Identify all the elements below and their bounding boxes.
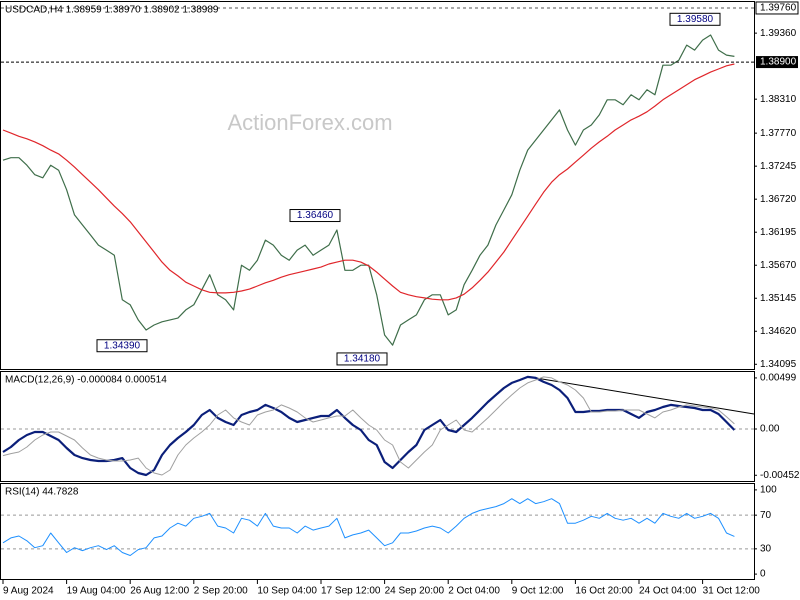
x-tick-label: 26 Aug 12:00 (130, 586, 189, 597)
macd-panel (0, 371, 755, 482)
y-tick-label: 70 (760, 510, 772, 521)
y-tick-label: 1.36720 (760, 194, 797, 205)
x-tick-label: 31 Oct 12:00 (703, 586, 761, 597)
price-panel (0, 1, 755, 370)
panel-title: RSI(14) 44.7828 (5, 487, 79, 498)
annotation-box (289, 209, 341, 223)
current-price-label: 1.38900 (760, 57, 797, 68)
series-line (2, 498, 735, 556)
x-tick-label: 24 Oct 04:00 (639, 586, 697, 597)
watermark: ActionForex.com (227, 110, 392, 135)
y-tick-label: 0.00499 (760, 373, 797, 384)
annotation-box (336, 352, 388, 366)
y-tick-label: 30 (760, 543, 772, 554)
y-tick-label: 100 (760, 485, 777, 496)
x-tick-label: 10 Sep 04:00 (257, 586, 317, 597)
panel-title: USDCAD,H4 1.38959 1.38970 1.38902 1.3898… (5, 5, 219, 16)
y-tick-label: 1.39360 (760, 28, 797, 39)
x-tick-label: 16 Oct 20:00 (575, 586, 633, 597)
y-tick-label: 1.34095 (760, 359, 797, 370)
annotation-box (96, 339, 148, 353)
high-label-box (755, 1, 799, 15)
annotation-label: 1.34180 (344, 354, 381, 365)
x-tick-label: 9 Aug 2024 (3, 586, 54, 597)
y-tick-label: 1.36195 (760, 227, 797, 238)
x-tick-label: 24 Sep 20:00 (385, 586, 445, 597)
y-tick-label: 1.37770 (760, 128, 797, 139)
series-line (2, 63, 735, 301)
y-tick-label: 0 (760, 569, 766, 580)
x-tick-label: 9 Oct 12:00 (512, 586, 564, 597)
current-price-box (756, 56, 798, 69)
annotation-box (669, 12, 721, 26)
y-tick-label: 1.35145 (760, 293, 797, 304)
y-tick-label: 1.35670 (760, 260, 797, 271)
x-tick-label: 2 Sep 20:00 (194, 586, 248, 597)
macd-trendline (529, 376, 755, 415)
y-tick-label: 1.34620 (760, 326, 797, 337)
panel-title: MACD(12,26,9) -0.000084 0.000514 (5, 375, 167, 386)
x-tick-label: 17 Sep 12:00 (321, 586, 381, 597)
series-line (2, 34, 735, 346)
series-line (2, 375, 736, 477)
annotation-label: 1.39580 (677, 14, 714, 25)
rsi-panel (0, 483, 755, 580)
x-tick-label: 2 Oct 04:00 (448, 586, 500, 597)
y-tick-label: 0.00 (760, 424, 780, 435)
y-tick-label: 1.37245 (760, 161, 797, 172)
y-tick-label: -0.004522 (760, 470, 800, 481)
x-tick-label: 19 Aug 04:00 (67, 586, 126, 597)
series-line (2, 376, 735, 476)
y-tick-label: 1.38310 (760, 94, 797, 105)
annotation-label: 1.36460 (297, 210, 334, 221)
annotation-label: 1.34390 (104, 340, 141, 351)
high-label: 1.39760 (760, 3, 797, 14)
